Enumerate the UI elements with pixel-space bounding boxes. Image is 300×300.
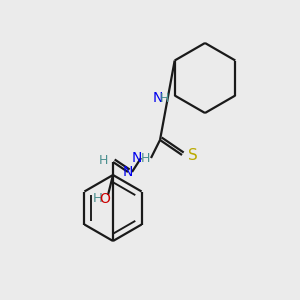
Text: S: S [188,148,198,163]
Text: H: H [93,193,103,206]
Text: N: N [132,151,142,165]
Text: O: O [100,192,110,206]
Text: H: H [98,154,108,166]
Text: N: N [123,165,133,179]
Text: H: H [160,92,169,105]
Text: H: H [140,152,150,164]
Text: N: N [152,91,163,105]
